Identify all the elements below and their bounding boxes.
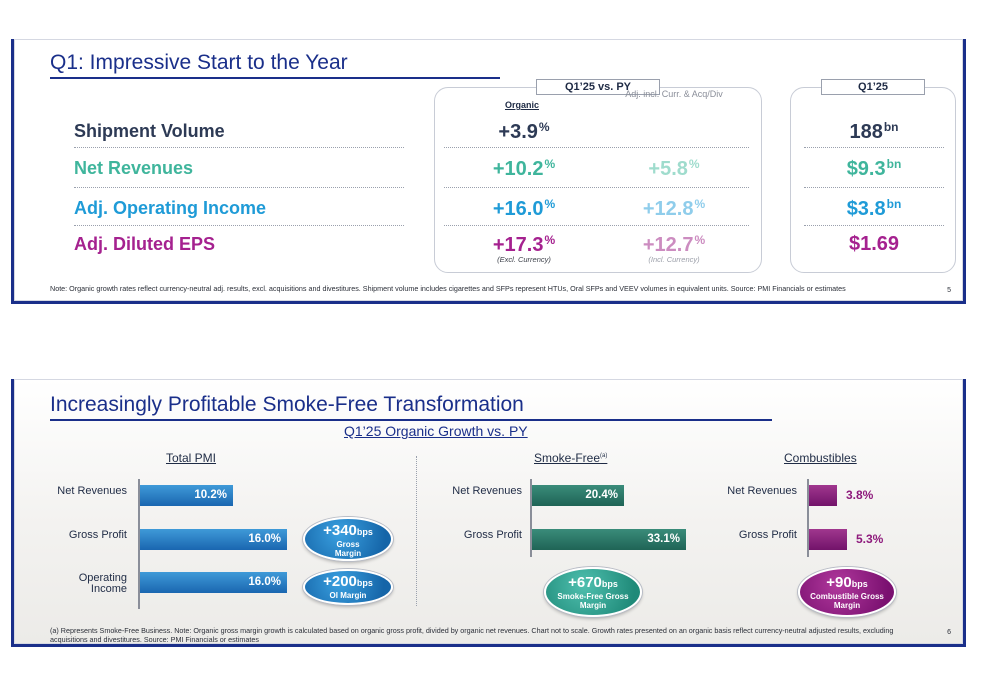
row-label-net-revenues: Net Revenues bbox=[74, 158, 194, 178]
slide-title: Increasingly Profitable Smoke-Free Trans… bbox=[50, 393, 524, 416]
bar-smoke-free-gross-profit: 33.1% bbox=[532, 529, 686, 550]
row-divider bbox=[804, 187, 944, 188]
q1-box bbox=[790, 87, 956, 273]
bar-label-net-revenues: Net Revenues bbox=[727, 485, 797, 497]
operating-income-organic-value: +16.0% bbox=[492, 197, 556, 220]
title-underline bbox=[50, 419, 772, 421]
net-revenues-organic-value: +10.2% bbox=[492, 157, 556, 180]
row-divider bbox=[74, 147, 404, 148]
row-divider bbox=[804, 147, 944, 148]
row-label-operating-income: Adj. Operating Income bbox=[74, 198, 267, 218]
title-underline bbox=[50, 77, 500, 79]
section-header-total: Total PMI bbox=[166, 451, 217, 465]
oi-margin-bubble: +200bps OI Margin bbox=[303, 569, 393, 605]
eps-organic-note: (Excl. Currency) bbox=[497, 255, 551, 264]
bar-label-net-revenues: Net Revenues bbox=[452, 485, 522, 497]
row-divider bbox=[804, 225, 944, 226]
combustible-margin-bubble: +90bps Combustible Gross Margin bbox=[798, 567, 896, 617]
slide-q1-results: Q1: Impressive Start to the Year Q1’25 v… bbox=[11, 39, 966, 304]
operating-income-q1-value: $3.8bn bbox=[846, 197, 902, 220]
operating-income-adj-value: +12.8% bbox=[642, 197, 706, 220]
page-number: 6 bbox=[947, 629, 951, 636]
smoke-free-margin-bubble: +670bps Smoke-Free Gross Margin bbox=[544, 567, 642, 617]
row-divider bbox=[444, 147, 749, 148]
row-label-eps: Adj. Diluted EPS bbox=[74, 234, 216, 254]
col-organic-header: Organic bbox=[504, 100, 539, 110]
bar-label-operating-income: Operating Income bbox=[78, 572, 127, 595]
gross-margin-bubble: +340bps Gross Margin bbox=[303, 517, 393, 561]
footnote: (a) Represents Smoke-Free Business. Note… bbox=[50, 626, 894, 644]
chart-subtitle: Q1’25 Organic Growth vs. PY bbox=[344, 423, 528, 439]
eps-organic-value: +17.3% bbox=[492, 233, 556, 256]
combustibles-gross-profit-value: 5.3% bbox=[856, 532, 884, 546]
row-divider bbox=[74, 187, 404, 188]
bar-total-net-revenues: 10.2% bbox=[140, 485, 233, 506]
section-divider bbox=[416, 456, 417, 606]
net-revenues-q1-value: $9.3bn bbox=[846, 157, 902, 180]
page-number: 5 bbox=[947, 287, 951, 294]
bar-axis bbox=[530, 479, 532, 557]
eps-adj-value: +12.7% bbox=[642, 233, 706, 256]
net-revenues-adj-value: +5.8% bbox=[648, 157, 700, 180]
bar-smoke-free-net-revenues: 20.4% bbox=[532, 485, 624, 506]
col-adj-header: Adj. incl. Curr. & Acq/Div bbox=[625, 89, 723, 99]
bar-axis bbox=[138, 479, 140, 609]
bar-total-gross-profit: 16.0% bbox=[140, 529, 287, 550]
bar-label-net-revenues: Net Revenues bbox=[57, 485, 127, 497]
bar-total-operating-income: 16.0% bbox=[140, 572, 287, 593]
row-divider bbox=[444, 225, 749, 226]
bar-label-gross-profit: Gross Profit bbox=[463, 529, 522, 541]
row-label-shipment: Shipment Volume bbox=[74, 121, 225, 141]
growth-box bbox=[434, 87, 762, 273]
bar-axis bbox=[807, 479, 809, 557]
slide-title: Q1: Impressive Start to the Year bbox=[50, 51, 348, 74]
bar-label-gross-profit: Gross Profit bbox=[68, 529, 127, 541]
footnote: Note: Organic growth rates reflect curre… bbox=[50, 284, 846, 293]
growth-box-title: Q1’25 vs. PY bbox=[536, 79, 660, 95]
bar-combustibles-net-revenues bbox=[809, 485, 837, 506]
shipment-q1-value: 188bn bbox=[849, 120, 899, 143]
shipment-organic-value: +3.9% bbox=[498, 120, 550, 143]
eps-adj-note: (Incl. Currency) bbox=[648, 255, 700, 264]
row-divider bbox=[74, 225, 404, 226]
row-divider bbox=[444, 187, 749, 188]
slide-smoke-free-transformation: Increasingly Profitable Smoke-Free Trans… bbox=[11, 379, 966, 647]
combustibles-net-revenues-value: 3.8% bbox=[846, 488, 874, 502]
section-header-smoke-free: Smoke-Free(a) bbox=[534, 451, 608, 465]
q1-box-title: Q1’25 bbox=[821, 79, 925, 95]
bar-combustibles-gross-profit bbox=[809, 529, 847, 550]
bar-label-gross-profit: Gross Profit bbox=[738, 529, 797, 541]
eps-q1-value: $1.69 bbox=[848, 233, 900, 255]
section-header-combustibles: Combustibles bbox=[784, 451, 857, 465]
